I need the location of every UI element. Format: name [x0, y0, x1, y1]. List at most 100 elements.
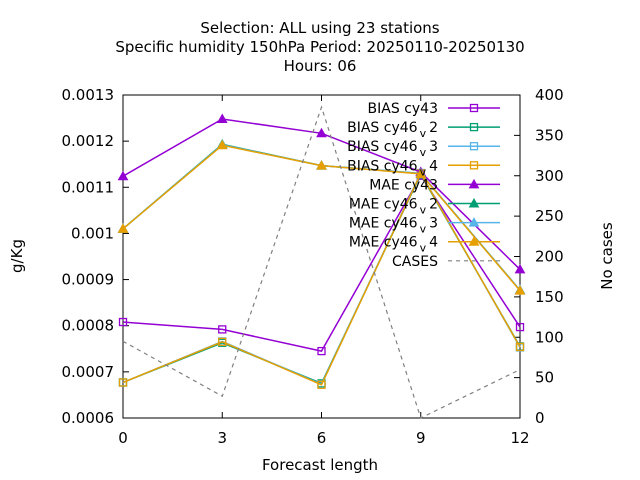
legend-label: CASES: [392, 254, 438, 270]
legend-label-main: BIAS cy46: [347, 139, 418, 155]
data-point-bias-cy46-v4: [118, 378, 128, 387]
legend-label-main: MAE cy43: [369, 177, 438, 193]
series-line-bias-cy43: [122, 174, 521, 352]
data-point-mae-cy43: [216, 113, 228, 123]
x-axis-ticks: 0 3 6 9 12: [118, 95, 530, 447]
legend-swatch-marker: [469, 122, 479, 132]
legend-swatch-marker: [468, 178, 480, 189]
series-line-mae-cy43: [122, 118, 521, 270]
x-axis-label: Forecast length: [262, 456, 378, 474]
legend-swatch-marker: [469, 142, 479, 151]
series-bias-cy43: [118, 171, 525, 356]
legend-label-main: BIAS cy43: [368, 101, 438, 117]
legend-label: MAE cy46 v 2: [349, 197, 438, 217]
series-line-cases: [122, 105, 521, 419]
legend-label-main: CASES: [392, 254, 438, 270]
series-line-bias-cy46-v4: [122, 171, 521, 386]
chart-title-line-2: Specific humidity 150hPa Period: 2025011…: [115, 38, 524, 56]
legend-label: BIAS cy46 v 2: [347, 120, 438, 140]
data-point-bias-cy46-v4: [218, 337, 227, 347]
legend-swatch-marker: [468, 217, 480, 227]
legend-label-sub: v: [420, 127, 427, 140]
y-tick-label: 0.0009: [62, 271, 115, 289]
legend-label-tail: 3: [429, 216, 438, 232]
y2-axis-ticks: 0 50 100 150 200 250 300 350 400: [514, 86, 564, 427]
x-tick-label: 12: [510, 429, 529, 447]
y2-tick-label: 300: [535, 167, 564, 185]
legend-label-tail: 2: [429, 197, 438, 213]
legend-label-main: MAE cy46: [349, 235, 418, 251]
y-tick-label: 0.0012: [62, 132, 115, 150]
data-point-bias-cy43: [118, 317, 128, 327]
y2-tick-label: 200: [535, 248, 564, 266]
legend-label-main: MAE cy46: [349, 216, 418, 232]
y2-tick-label: 100: [535, 328, 564, 346]
legend-label-sub: v: [420, 223, 427, 236]
legend-label-tail: 4: [429, 235, 438, 251]
data-point-bias-cy43: [515, 322, 525, 332]
legend-label: BIAS cy46 v 4: [347, 158, 438, 178]
legend-label: BIAS cy46 v 3: [347, 139, 438, 159]
plot-area: [122, 94, 521, 419]
legend-label-tail: 3: [429, 139, 438, 155]
data-point-bias-cy43: [218, 325, 227, 334]
legend-label: BIAS cy43: [368, 101, 438, 117]
legend-entry-mae-cy46-v2: MAE cy46 v 2: [349, 197, 500, 217]
data-point-mae-cy46-v4: [216, 139, 228, 150]
legend-label-main: BIAS cy46: [347, 158, 418, 174]
legend-entry-bias-cy46-v3: BIAS cy46 v 3: [347, 139, 500, 159]
legend-label: MAE cy46 v 3: [349, 216, 438, 236]
y2-tick-label: 250: [535, 207, 564, 225]
data-point-bias-cy43: [317, 346, 326, 356]
y-tick-label: 0.0006: [62, 409, 115, 427]
chart-title-line-3: Hours: 06: [284, 57, 357, 75]
legend-swatch-marker: [469, 161, 479, 170]
legend-label: MAE cy46 v 4: [349, 235, 438, 255]
chart-title-line-1: Selection: ALL using 23 stations: [200, 19, 439, 37]
data-point-mae-cy46-v4: [117, 223, 129, 233]
y-axis-label: g/Kg: [8, 239, 26, 273]
legend-label: MAE cy43: [369, 177, 438, 193]
legend-label-sub: v: [420, 242, 427, 255]
data-point-mae-cy46-v4: [514, 285, 526, 295]
y-tick-label: 0.001: [71, 224, 114, 242]
y2-tick-label: 400: [535, 86, 564, 104]
legend-label-sub: v: [420, 165, 427, 178]
legend-entry-cases: CASES: [392, 254, 500, 270]
data-point-mae-cy46-v4: [316, 160, 327, 170]
data-point-mae-cy43: [316, 127, 327, 138]
x-tick-label: 0: [118, 429, 128, 447]
x-tick-label: 6: [317, 429, 327, 447]
legend-entry-mae-cy43: MAE cy43: [369, 177, 500, 193]
y2-axis-label: No cases: [598, 222, 616, 290]
legend-swatch-marker: [468, 197, 480, 208]
legend-label-tail: 2: [429, 120, 438, 136]
legend-label-sub: v: [420, 146, 427, 159]
legend-label-tail: 4: [429, 158, 438, 174]
x-tick-label: 3: [217, 429, 227, 447]
data-point-bias-cy46-v4: [515, 342, 525, 352]
data-point-bias-cy46-v4: [317, 380, 326, 389]
legend-entry-bias-cy43: BIAS cy43: [368, 101, 500, 117]
y-tick-label: 0.0008: [62, 317, 115, 335]
data-point-mae-cy46-v4: [415, 168, 427, 178]
series-mae-cy46-v4: [117, 139, 526, 295]
y-tick-label: 0.0011: [62, 178, 115, 196]
legend-entry-bias-cy46-v2: BIAS cy46 v 2: [347, 120, 500, 140]
y-axis-ticks: 0.0006 0.0007 0.0008 0.0009 0.001 0.0011 0.001…: [62, 86, 129, 427]
legend-swatch-marker: [468, 236, 480, 246]
y2-tick-label: 0: [535, 409, 545, 427]
series-line-bias-cy46-v3: [122, 171, 521, 386]
y2-tick-label: 50: [535, 369, 554, 387]
data-point-mae-cy43: [514, 263, 526, 274]
series-layer: [117, 105, 526, 419]
y2-tick-label: 350: [535, 126, 564, 144]
legend-label-main: MAE cy46: [349, 197, 418, 213]
legend-label-main: BIAS cy46: [347, 120, 418, 136]
legend-label-sub: v: [420, 204, 427, 217]
y-tick-label: 0.0007: [62, 363, 115, 381]
legend-swatch-marker: [469, 103, 479, 113]
x-tick-label: 9: [416, 429, 426, 447]
